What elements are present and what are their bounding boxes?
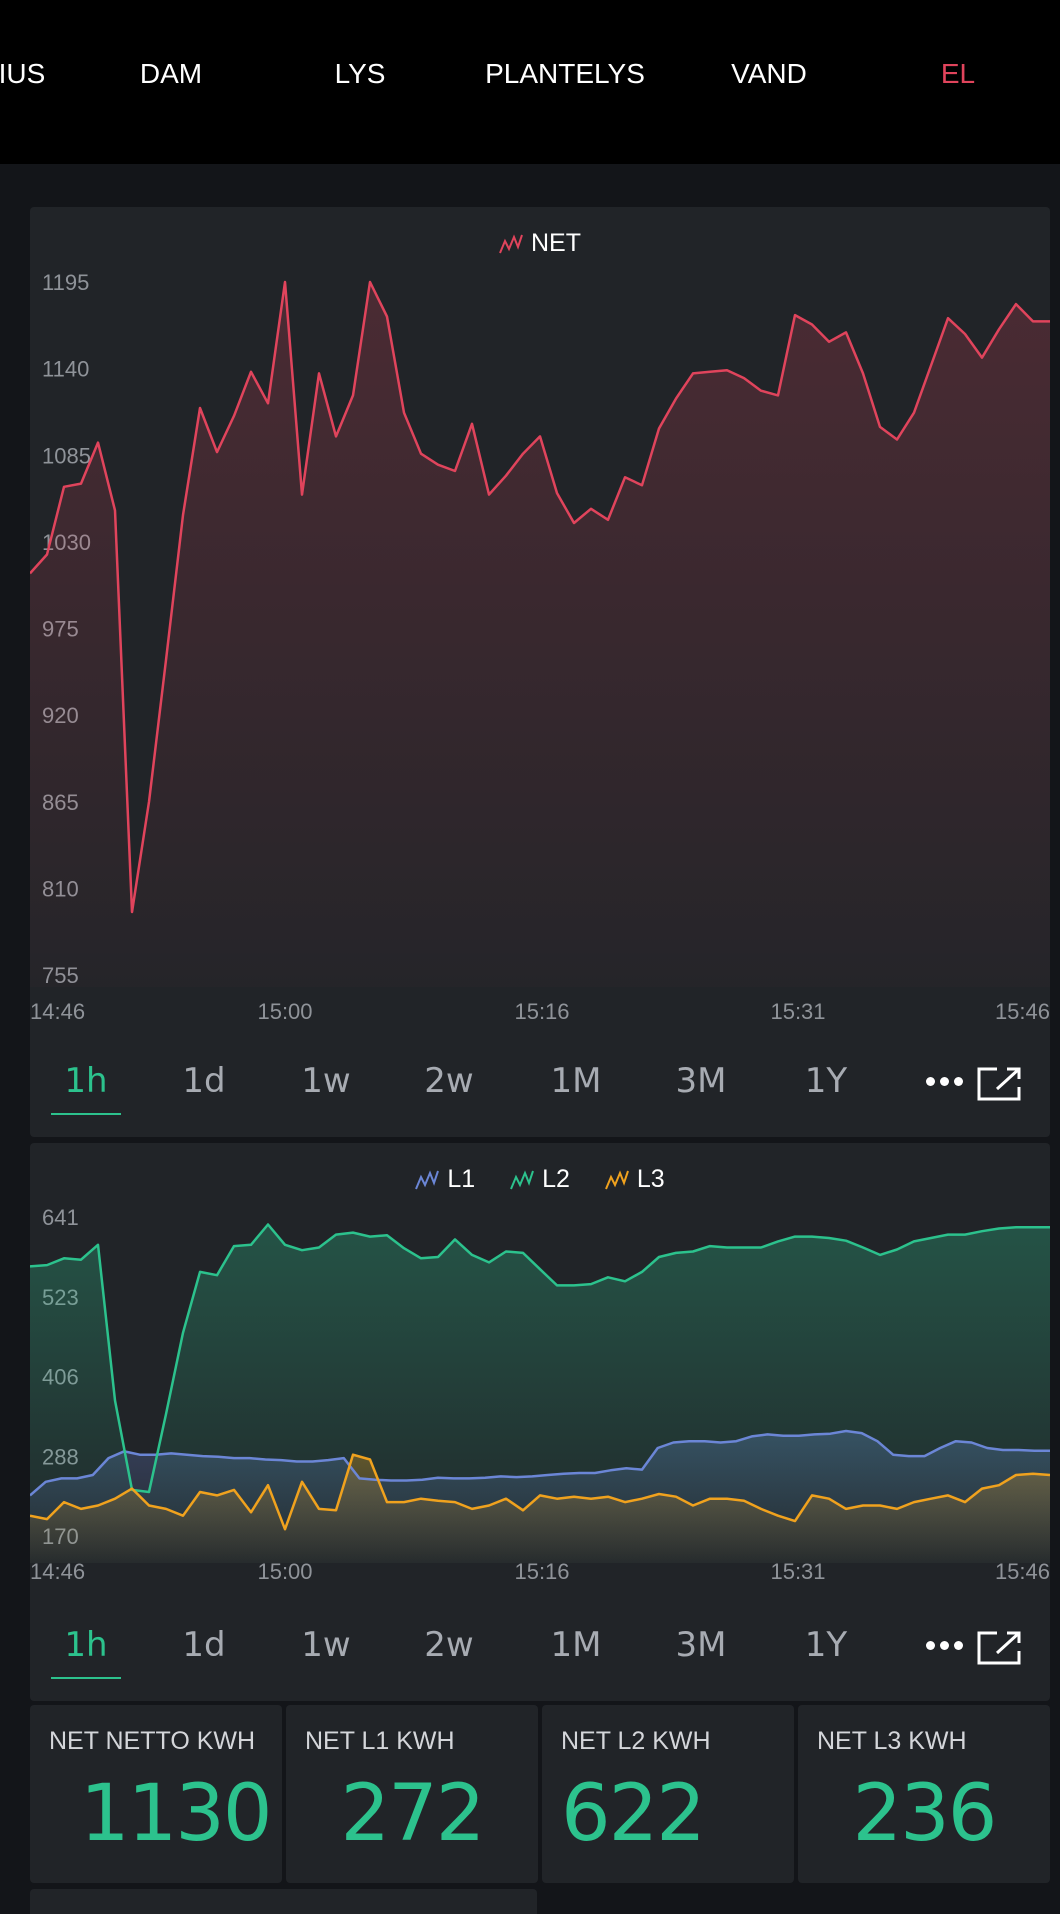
tile-label: NET L1 KWH: [305, 1727, 455, 1755]
phase-range-3m[interactable]: 3M: [675, 1625, 727, 1665]
series-line-l3: [30, 1453, 1050, 1531]
net-range-1d[interactable]: 1d: [182, 1061, 226, 1101]
legend-item-l2[interactable]: L2: [510, 1165, 570, 1194]
net-range-2w[interactable]: 2w: [424, 1061, 474, 1101]
series-line-l1: [30, 1429, 1050, 1497]
tile-net-l1-kwh: NET L1 KWH 272: [286, 1705, 538, 1883]
tile-value: 1130: [80, 1769, 273, 1859]
net-line-chart[interactable]: 119511401085103097592086581075514:4615:0…: [30, 207, 1050, 1027]
phase-time-range-selector: 1h 1d 1w 2w 1M 3M 1Y: [30, 1613, 1050, 1683]
phase-range-1y[interactable]: 1Y: [804, 1625, 848, 1665]
y-tick-label: 1085: [42, 443, 91, 468]
tile-net-l2-kwh: NET L2 KWH 622: [542, 1705, 794, 1883]
phase-range-1d[interactable]: 1d: [182, 1625, 226, 1665]
active-range-underline: [51, 1113, 121, 1115]
more-options-icon[interactable]: [920, 1067, 970, 1097]
tile-label: NET NETTO KWH: [49, 1727, 256, 1755]
tile-value: 622: [561, 1769, 706, 1859]
series-line-icon: [415, 1169, 440, 1189]
net-range-1m[interactable]: 1M: [550, 1061, 602, 1101]
tab-lys[interactable]: LYS: [334, 58, 386, 89]
legend-item-l1[interactable]: L1: [415, 1165, 475, 1194]
tab-vand[interactable]: VAND: [731, 58, 807, 89]
series-line-net: [30, 280, 1050, 914]
legend-label-l2: L2: [542, 1165, 570, 1193]
net-range-3m[interactable]: 3M: [675, 1061, 727, 1101]
series-area-l2: [30, 1224, 1050, 1563]
tab-el[interactable]: EL: [940, 58, 976, 89]
net-chart-panel: NET 119511401085103097592086581075514:46…: [30, 207, 1050, 1137]
legend-item-net[interactable]: NET: [499, 229, 581, 258]
phase-range-1h[interactable]: 1h: [64, 1625, 108, 1665]
phase-range-2w[interactable]: 2w: [424, 1625, 474, 1665]
x-tick-label: 15:46: [995, 999, 1050, 1024]
legend-item-l3[interactable]: L3: [604, 1165, 665, 1194]
expand-icon[interactable]: [975, 1627, 1025, 1667]
next-widget-card: [30, 1889, 537, 1914]
series-line-l2: [30, 1223, 1050, 1494]
legend-label-l3: L3: [636, 1165, 665, 1193]
tab-ius[interactable]: IUS: [0, 58, 46, 89]
y-tick-label: 641: [42, 1205, 79, 1230]
tile-net-l3-kwh: NET L3 KWH 236: [798, 1705, 1050, 1883]
x-tick-label: 15:00: [257, 999, 312, 1024]
phase-range-1w[interactable]: 1w: [301, 1625, 351, 1665]
tile-label: NET L3 KWH: [817, 1727, 967, 1755]
tile-net-netto-kwh: NET NETTO KWH 1130: [30, 1705, 282, 1883]
tab-plantelys[interactable]: PLANTELYS: [485, 58, 645, 89]
net-range-1h[interactable]: 1h: [64, 1061, 108, 1101]
phase-chart-panel: L1 L2 L3 64152340628817014:4615:0015:161…: [30, 1143, 1050, 1701]
active-range-underline: [51, 1677, 121, 1679]
legend-label-l1: L1: [447, 1165, 476, 1193]
series-line-icon: [499, 233, 523, 253]
net-range-1y[interactable]: 1Y: [804, 1061, 848, 1101]
tile-value: 236: [852, 1769, 998, 1859]
series-line-icon: [510, 1169, 535, 1189]
x-tick-label: 15:16: [514, 999, 569, 1024]
tile-value: 272: [340, 1769, 486, 1859]
top-tab-bar: IUS DAM LYS PLANTELYS VAND EL: [0, 0, 1060, 164]
y-tick-label: 1195: [42, 270, 89, 295]
legend-label-net: NET: [531, 229, 581, 257]
tab-dam[interactable]: DAM: [139, 58, 203, 89]
expand-icon[interactable]: [975, 1063, 1025, 1103]
series-line-icon: [604, 1169, 629, 1189]
series-area-net: [30, 282, 1050, 987]
x-tick-label: 14:46: [30, 999, 85, 1024]
net-range-1w[interactable]: 1w: [301, 1061, 351, 1101]
y-tick-label: 1140: [42, 357, 89, 382]
net-time-range-selector: 1h 1d 1w 2w 1M 3M 1Y: [30, 1049, 1050, 1119]
series-area-l3: [30, 1454, 1050, 1563]
phase-legend: L1 L2 L3: [30, 1165, 1050, 1198]
phase-range-1m[interactable]: 1M: [550, 1625, 602, 1665]
x-tick-label: 15:31: [770, 999, 825, 1024]
tile-label: NET L2 KWH: [561, 1727, 711, 1755]
net-legend: NET: [30, 229, 1050, 262]
more-options-icon[interactable]: [920, 1631, 970, 1661]
